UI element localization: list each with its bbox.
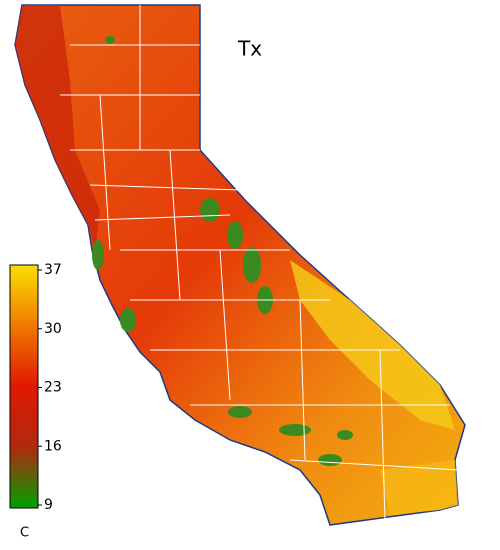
colorbar: C 9 16 23 30 37 (9, 262, 62, 541)
colorbar-tick-label: 30 (44, 321, 62, 337)
colorbar-tick-label: 37 (44, 262, 62, 278)
colorbar-tick-label: 23 (44, 380, 62, 396)
state-outline (14, 4, 466, 526)
desert-region (380, 460, 458, 515)
coast-cool-region (15, 5, 100, 250)
colorbar-tick-label: 9 (44, 497, 53, 513)
desert-region (290, 260, 455, 430)
colorbar-scale (9, 264, 39, 509)
county-lines (60, 5, 459, 521)
map-title: Tx (237, 37, 262, 61)
colorbar-tick-label: 16 (44, 438, 62, 454)
colorbar-unit: C (20, 526, 29, 541)
california-map (14, 4, 466, 526)
